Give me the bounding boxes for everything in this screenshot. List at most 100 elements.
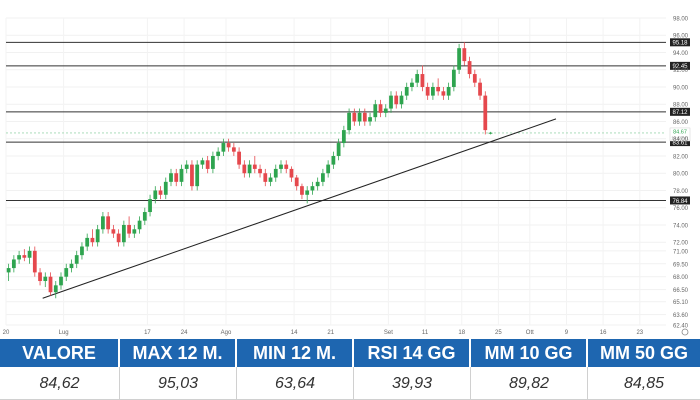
candle (242, 160, 247, 178)
candle (90, 229, 95, 247)
candle (174, 168, 179, 187)
candle-body (127, 224, 131, 234)
candle (132, 224, 137, 238)
candle-body (336, 143, 341, 156)
candle (446, 82, 451, 100)
candle (252, 155, 257, 174)
candle-body (38, 272, 42, 282)
candle (163, 177, 168, 200)
candle-body (184, 164, 189, 169)
candle (425, 82, 430, 100)
candle (69, 259, 74, 273)
y-tick-label: 72.00 (673, 241, 689, 247)
candle (326, 160, 331, 178)
y-tick-label: 80.00 (673, 172, 689, 178)
candle-body (347, 112, 351, 131)
candle (462, 42, 467, 66)
y-tick-label: 96.00 (673, 34, 689, 40)
candle-body (106, 216, 111, 230)
candle (310, 181, 315, 195)
x-tick-label: 18 (458, 330, 465, 336)
x-tick-label: 11 (422, 330, 429, 336)
candle (336, 138, 341, 161)
candle-body (410, 82, 414, 87)
header-rsi-14gg: RSI 14 GG (354, 339, 471, 367)
x-tick-label: 17 (144, 330, 151, 336)
candle (341, 125, 346, 148)
candle (142, 207, 147, 225)
candle-body (53, 285, 58, 293)
candle-body (389, 95, 393, 109)
y-tick-label: 69.50 (673, 262, 689, 268)
y-tick-label: 86.00 (673, 120, 689, 126)
candle-body (289, 168, 294, 178)
candle-body (252, 164, 257, 169)
candle-body (436, 86, 441, 92)
candle (431, 82, 435, 100)
y-tick-label: 90.00 (673, 85, 689, 91)
candle-body (43, 276, 48, 282)
candle (43, 272, 48, 288)
candle-body (200, 160, 205, 165)
candle (137, 216, 142, 234)
candle-body (294, 177, 299, 187)
candle-body (268, 177, 273, 182)
x-axis: 20 Lug 17 24 Ago 14 21 Set 11 18 25 Ott 9 16 23 (3, 328, 689, 336)
candle-body (11, 259, 16, 269)
candle (263, 168, 268, 187)
candle-body (153, 190, 158, 200)
candle-body (488, 132, 493, 134)
candle-body (137, 220, 142, 230)
candle (211, 151, 215, 174)
candle (404, 82, 409, 100)
candle (127, 216, 131, 238)
y-tick-label: 88.00 (673, 103, 689, 109)
candle-body (80, 246, 84, 256)
candle-body (174, 173, 179, 182)
candle (389, 91, 393, 113)
header-valore: VALORE (0, 339, 120, 367)
x-tick-label: Set (384, 330, 393, 336)
x-tick-label: 9 (565, 330, 569, 336)
x-tick-label: 14 (291, 330, 298, 336)
candle (101, 212, 105, 234)
candle (226, 138, 231, 152)
candle (200, 157, 205, 169)
y-tick-label: 62.40 (673, 324, 689, 330)
candle-body (74, 255, 79, 264)
candle (22, 249, 27, 262)
candle-body (226, 143, 231, 148)
candle (268, 173, 273, 187)
settings-icon[interactable] (681, 328, 689, 336)
candle-body (247, 164, 252, 174)
candle-body (163, 181, 168, 195)
candle-body (179, 168, 184, 182)
candle (273, 164, 278, 182)
candle (205, 155, 210, 174)
candle-body (17, 255, 21, 260)
candle-body (22, 255, 27, 258)
candle-body (158, 190, 163, 195)
candle (347, 108, 351, 135)
candle-body (368, 117, 372, 122)
candle (436, 78, 441, 96)
candle (53, 281, 58, 299)
y-tick-label: 65.10 (673, 300, 689, 306)
x-tick-label: Ago (221, 330, 232, 336)
candle-body (420, 74, 425, 87)
candle (467, 56, 472, 79)
candle-body (132, 229, 137, 234)
candle-body (404, 86, 409, 96)
candle-body (362, 112, 367, 122)
candle-body (85, 237, 90, 247)
candle (420, 65, 425, 92)
level-label: 83.61 (672, 140, 688, 146)
candle-body (321, 173, 325, 182)
candle (116, 229, 121, 247)
candle (17, 250, 21, 264)
candle (231, 143, 236, 156)
candle (59, 272, 63, 290)
candle-body (64, 268, 69, 277)
candle (399, 91, 404, 109)
